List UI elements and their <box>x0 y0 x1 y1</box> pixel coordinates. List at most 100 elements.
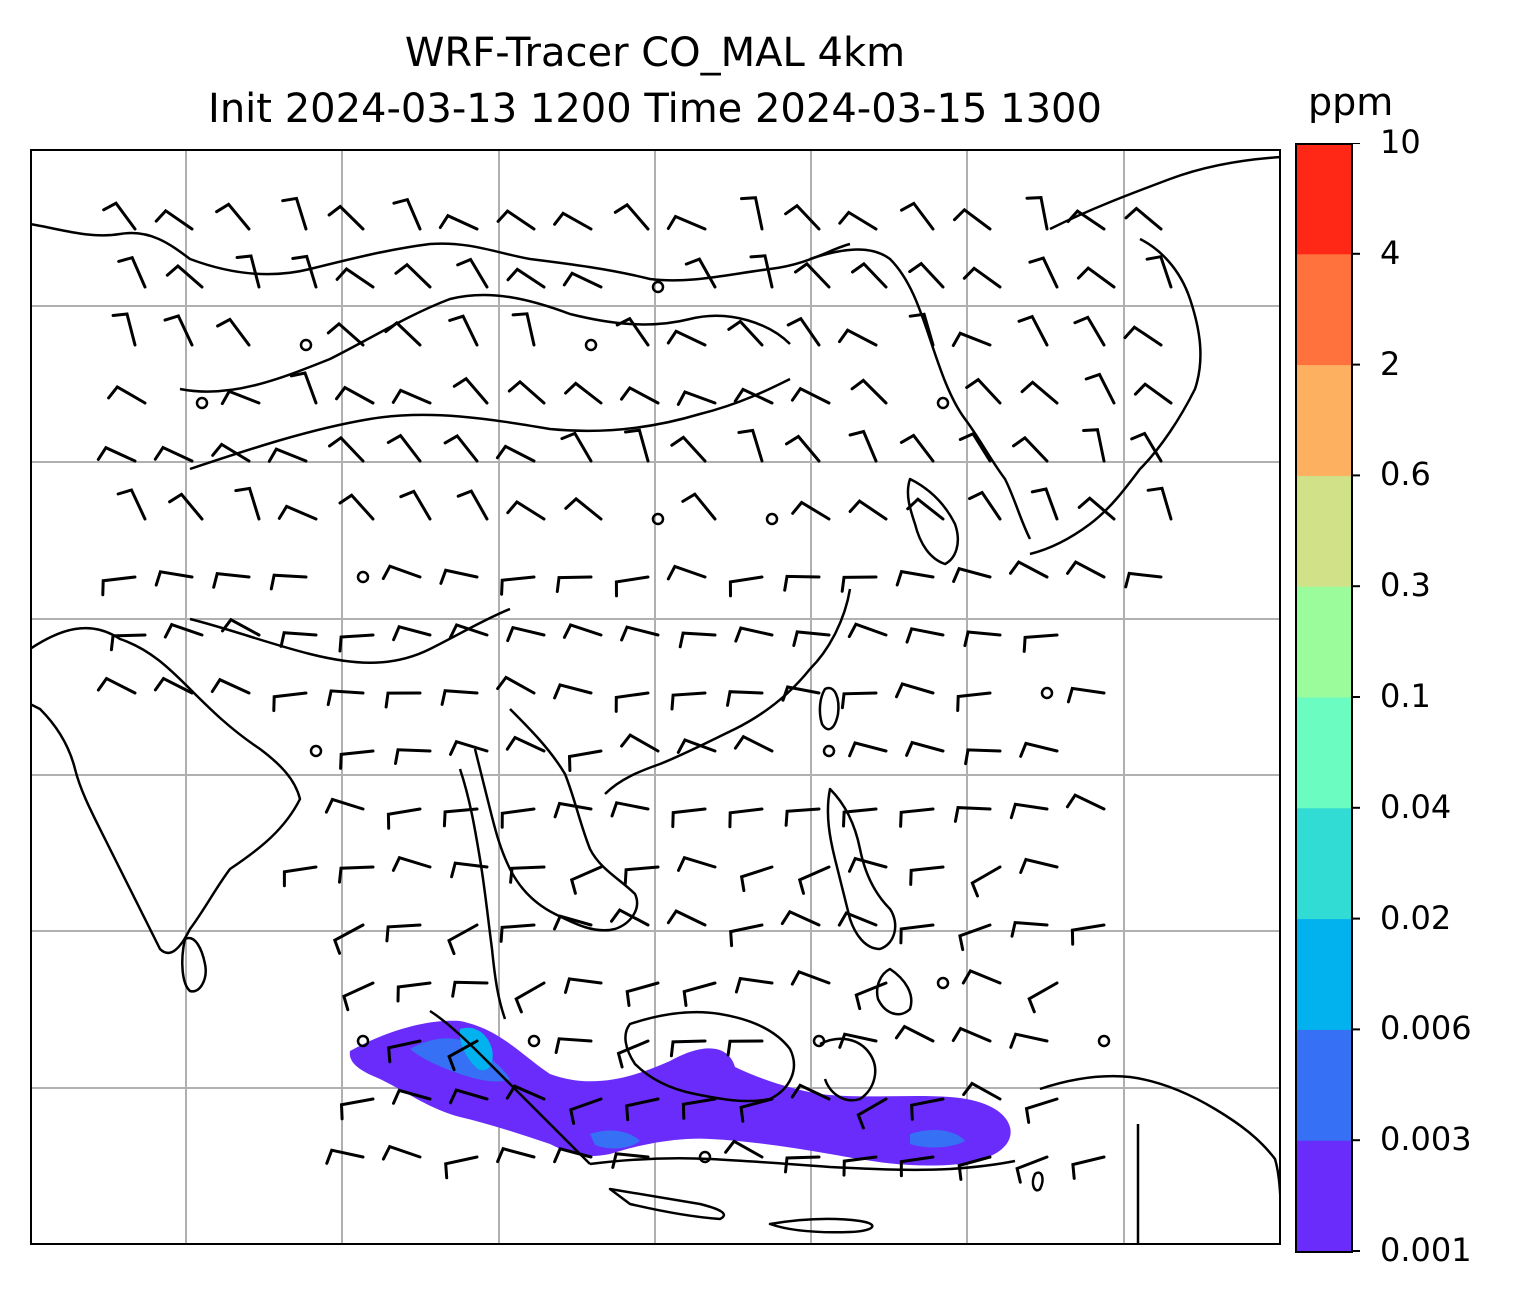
wind-barb <box>511 312 536 347</box>
wind-barb <box>953 207 992 231</box>
wind-barb <box>842 1155 878 1177</box>
wind-barb <box>325 1148 365 1165</box>
wind-barb <box>625 1097 660 1122</box>
wind-barb <box>678 631 717 649</box>
wind-barb <box>851 261 888 289</box>
wind-barb <box>895 569 935 587</box>
calm-wind-marker <box>651 512 665 526</box>
wind-barb <box>553 1147 593 1164</box>
colorbar-segment <box>1296 918 1352 1030</box>
wind-barb <box>790 1083 831 1101</box>
calm-wind-marker <box>1097 1034 1111 1048</box>
wind-barb <box>1019 857 1059 874</box>
wind-barb <box>670 435 707 463</box>
wind-barb <box>856 1097 888 1130</box>
wind-barb <box>567 749 603 772</box>
wind-barb <box>783 574 821 592</box>
wind-barb <box>394 748 432 765</box>
colorbar-tick-label: 0.001 <box>1380 1231 1472 1269</box>
wind-barb <box>439 568 479 585</box>
calm-wind-marker <box>812 1034 826 1048</box>
wind-barb <box>111 312 137 347</box>
wind-barb <box>335 385 375 405</box>
colorbar-segment <box>1296 586 1352 698</box>
wind-barb <box>107 384 147 405</box>
wind-barb <box>620 733 660 753</box>
wind-barb <box>781 685 821 702</box>
wind-barb <box>838 1032 878 1049</box>
wind-barb <box>1082 428 1106 463</box>
wind-barb <box>212 571 251 589</box>
wind-barb <box>729 923 764 948</box>
wind-barb <box>616 1039 650 1069</box>
wind-barb <box>447 923 479 956</box>
co-tracer-plume <box>349 1020 1011 1166</box>
wind-barb <box>623 865 660 886</box>
wind-barb <box>1133 382 1173 405</box>
map-panel <box>30 149 1281 1245</box>
wind-barb <box>210 677 251 695</box>
wind-barb <box>792 630 831 647</box>
wind-barb <box>109 633 147 652</box>
wind-barb <box>610 801 650 818</box>
wind-barb <box>682 981 717 1007</box>
wind-barb <box>614 575 650 598</box>
wind-barb <box>452 376 489 405</box>
wind-barb <box>790 386 831 405</box>
wind-barb <box>235 254 261 289</box>
wind-barb <box>506 267 546 289</box>
wind-barb <box>666 329 707 347</box>
wind-barb <box>342 981 375 1012</box>
wind-barb <box>384 691 422 709</box>
wind-barb <box>848 741 888 758</box>
wind-barb <box>211 442 251 463</box>
wind-barb <box>163 622 204 639</box>
wind-barb <box>677 855 717 872</box>
wind-barb <box>569 1097 603 1125</box>
wind-barb <box>163 314 194 347</box>
wind-barb <box>394 262 432 289</box>
wind-barb <box>279 631 318 648</box>
wind-barb <box>332 923 365 955</box>
wind-barb <box>790 969 831 986</box>
wind-barb <box>1009 1032 1049 1049</box>
wind-barb <box>786 316 821 347</box>
wind-barb <box>909 865 945 886</box>
calm-wind-marker <box>584 338 598 352</box>
wind-barb <box>444 1155 479 1180</box>
wind-barb <box>381 564 422 581</box>
wind-barb <box>854 981 888 1011</box>
colorbar-segment <box>1296 1140 1352 1252</box>
wind-barb <box>970 865 1002 898</box>
wind-barb <box>734 976 774 994</box>
wind-barb <box>784 203 821 231</box>
wind-barb <box>962 1081 1002 1101</box>
wind-barb <box>899 433 935 463</box>
wind-barb <box>116 488 147 521</box>
wind-barb <box>670 691 707 711</box>
wind-barb <box>384 320 422 347</box>
wind-barb <box>391 855 432 872</box>
wind-barbs <box>96 196 1173 1184</box>
wind-barb <box>438 213 479 231</box>
wind-barb <box>895 682 935 699</box>
colorbar-segment <box>1296 807 1352 920</box>
wind-barb <box>507 379 546 405</box>
wind-barb <box>326 321 365 347</box>
chart-title-line2: Init 2024-03-13 1200 Time 2024-03-15 130… <box>208 86 1102 132</box>
wind-barb <box>848 429 878 463</box>
wind-barb <box>749 254 774 289</box>
wind-barb <box>495 444 536 463</box>
wind-barb <box>1017 314 1049 347</box>
wind-barb <box>386 807 422 830</box>
map-gridlines <box>30 149 1281 1245</box>
wind-barb <box>496 675 536 695</box>
wind-barb <box>676 738 717 754</box>
wind-barb <box>509 865 546 884</box>
wind-barb <box>221 617 261 637</box>
wind-barb <box>728 807 764 829</box>
wind-barb <box>234 486 261 521</box>
colorbar-tick-label: 10 <box>1380 123 1421 161</box>
wind-barb <box>669 1039 707 1058</box>
wind-barb <box>440 689 479 706</box>
